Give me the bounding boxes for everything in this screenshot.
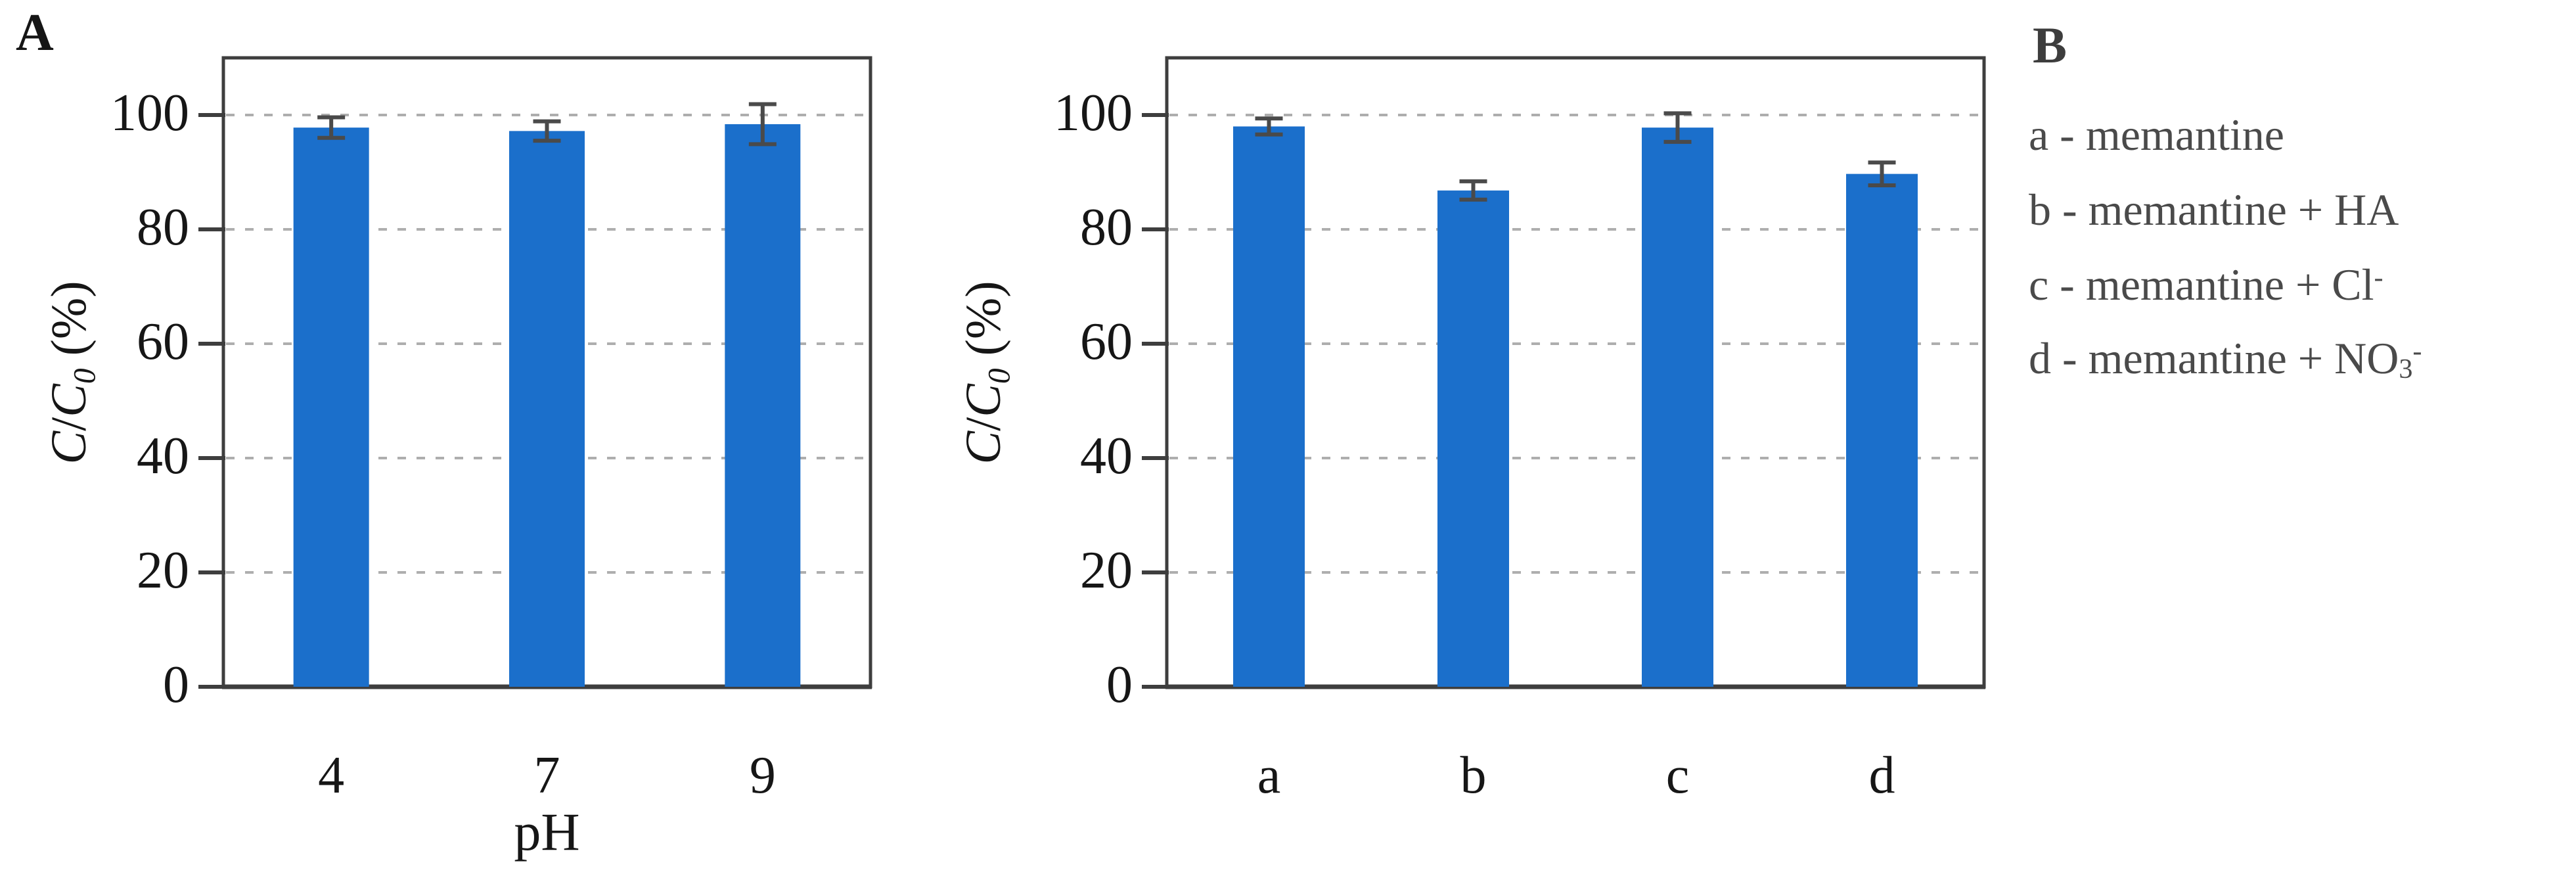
- text-segment: C: [956, 383, 1011, 417]
- legend-item: c - memantine + Cl-: [2029, 262, 2384, 307]
- text-segment: -: [2374, 262, 2384, 293]
- category-label: a: [1257, 747, 1281, 804]
- bar: [1233, 126, 1305, 687]
- legend-item: b - memantine + HA: [2029, 187, 2399, 232]
- bar: [725, 124, 801, 687]
- bar: [1846, 174, 1918, 687]
- y-tick-label: 40: [1080, 427, 1133, 485]
- y-tick-label: 20: [137, 541, 189, 599]
- panel-label-b: B: [2033, 16, 2068, 74]
- category-label: d: [1868, 747, 1895, 804]
- y-tick-label: 80: [137, 198, 189, 256]
- text-segment: /: [956, 417, 1011, 431]
- legend-item: a - memantine: [2029, 112, 2284, 157]
- bar: [509, 131, 585, 687]
- panel-label-a: A: [16, 4, 54, 62]
- category-label: 9: [749, 747, 776, 804]
- text-segment: C: [956, 430, 1011, 465]
- y-tick-label: 60: [137, 312, 189, 371]
- category-label: b: [1460, 747, 1487, 804]
- text-segment: -: [2412, 335, 2422, 367]
- text-segment: 3: [2399, 353, 2413, 384]
- bar: [293, 127, 369, 687]
- bar: [1437, 190, 1509, 687]
- bar: [1642, 127, 1713, 687]
- category-label: 4: [318, 747, 345, 804]
- text-segment: C: [41, 383, 97, 417]
- text-segment: d - memantine + NO: [2029, 333, 2399, 384]
- text-segment: 0: [68, 367, 102, 384]
- text-segment: /: [41, 417, 97, 431]
- text-segment: (%): [41, 280, 97, 368]
- legend-item: d - memantine + NO3-: [2029, 336, 2422, 383]
- text-segment: (%): [956, 280, 1011, 368]
- y-tick-label: 20: [1080, 541, 1133, 599]
- x-axis-title: pH: [514, 802, 580, 862]
- y-axis-title: C/C0 (%): [39, 77, 102, 668]
- y-tick-label: 60: [1080, 312, 1133, 371]
- y-tick-label: 100: [110, 83, 189, 142]
- text-segment: b - memantine + HA: [2029, 185, 2399, 235]
- text-segment: 0: [982, 367, 1017, 384]
- y-tick-label: 0: [1106, 655, 1133, 714]
- y-axis-title: C/C0 (%): [954, 77, 1017, 668]
- y-tick-label: 80: [1080, 198, 1133, 256]
- y-tick-label: 100: [1054, 83, 1133, 142]
- y-tick-label: 40: [137, 427, 189, 485]
- y-tick-label: 0: [163, 655, 189, 714]
- text-segment: C: [41, 430, 97, 465]
- text-segment: a - memantine: [2029, 110, 2284, 160]
- text-segment: c - memantine + Cl: [2029, 260, 2374, 310]
- category-label: 7: [533, 747, 560, 804]
- category-label: c: [1665, 747, 1690, 804]
